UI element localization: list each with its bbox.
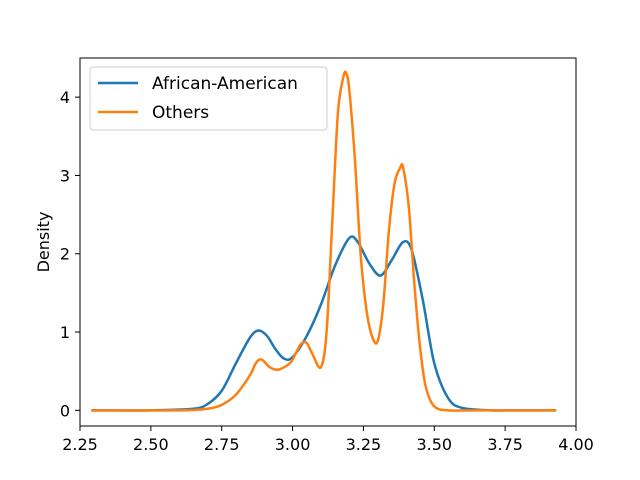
y-tick-label: 2: [60, 245, 70, 264]
x-tick-label: 3.50: [416, 435, 452, 454]
series-line-african-american: [91, 235, 557, 412]
y-tick-label: 0: [60, 401, 70, 420]
x-axis: 2.25 2.50 2.75 3.00 3.25 3.50 3.75 4.00: [62, 426, 594, 454]
x-tick-label: 2.75: [204, 435, 240, 454]
legend: African-American Others: [89, 66, 328, 131]
series-lines: [91, 70, 557, 412]
y-tick-label: 4: [60, 88, 70, 107]
legend-label-african-american: African-American: [152, 74, 298, 94]
x-tick-label: 4.00: [558, 435, 594, 454]
y-tick-label: 1: [60, 323, 70, 342]
y-tick-label: 3: [60, 166, 70, 185]
x-tick-label: 2.50: [133, 435, 169, 454]
series-line-others: [91, 70, 557, 412]
legend-label-others: Others: [152, 103, 209, 123]
legend-box: [89, 66, 328, 131]
x-tick-label: 3.00: [275, 435, 311, 454]
y-axis-label: Density: [34, 212, 53, 273]
x-tick-label: 3.25: [346, 435, 382, 454]
y-axis: 0 1 2 3 4: [60, 88, 80, 420]
x-tick-label: 3.75: [487, 435, 523, 454]
x-tick-label: 2.25: [62, 435, 98, 454]
